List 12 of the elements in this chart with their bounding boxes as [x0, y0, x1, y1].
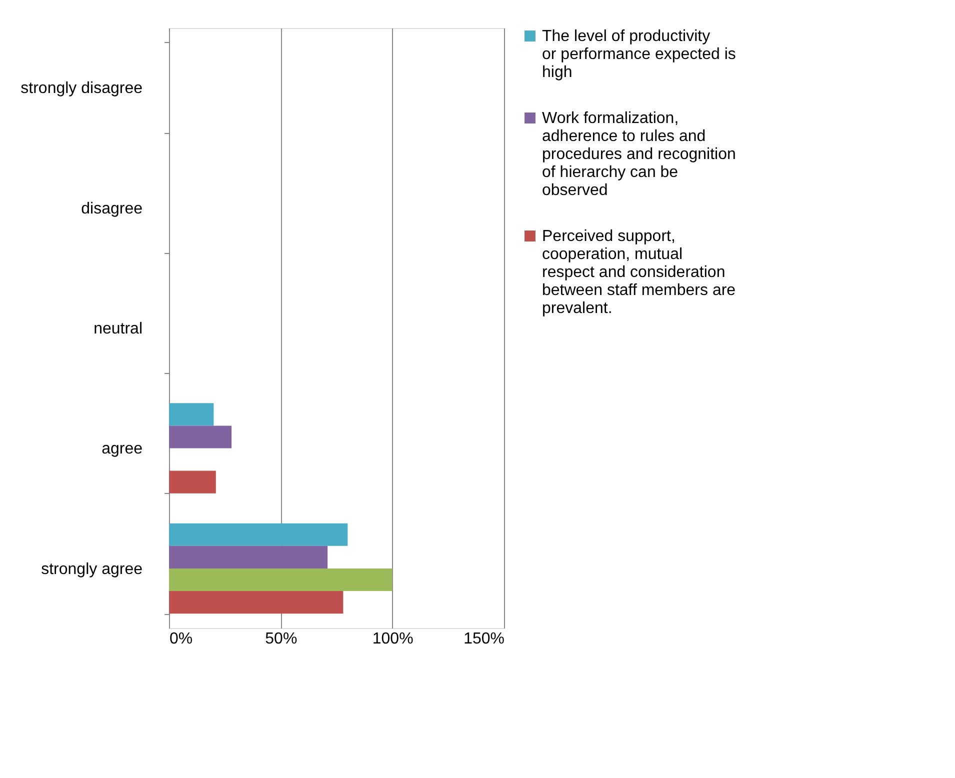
y-tick-label: neutral	[94, 320, 142, 338]
x-tick-label: 50%	[265, 630, 298, 648]
y-tick-label: agree	[102, 440, 143, 458]
x-tick-label: 0%	[170, 630, 193, 648]
y-tick-label: disagree	[81, 200, 143, 218]
legend-label: Perceived support, cooperation, mutual respect and consideration between staff members are prevalent.	[542, 228, 736, 317]
legend-label: Work formalization, adherence to rules and procedures and recognition of hierarchy can be observed	[542, 110, 736, 199]
y-tick-label: strongly agree	[41, 560, 143, 578]
x-tick-label: 100%	[372, 630, 414, 648]
legend-label: The level of productivity or performance expected is high	[542, 28, 736, 81]
x-tick-label: 150%	[464, 630, 504, 648]
y-tick-label: strongly disagree	[20, 80, 143, 98]
